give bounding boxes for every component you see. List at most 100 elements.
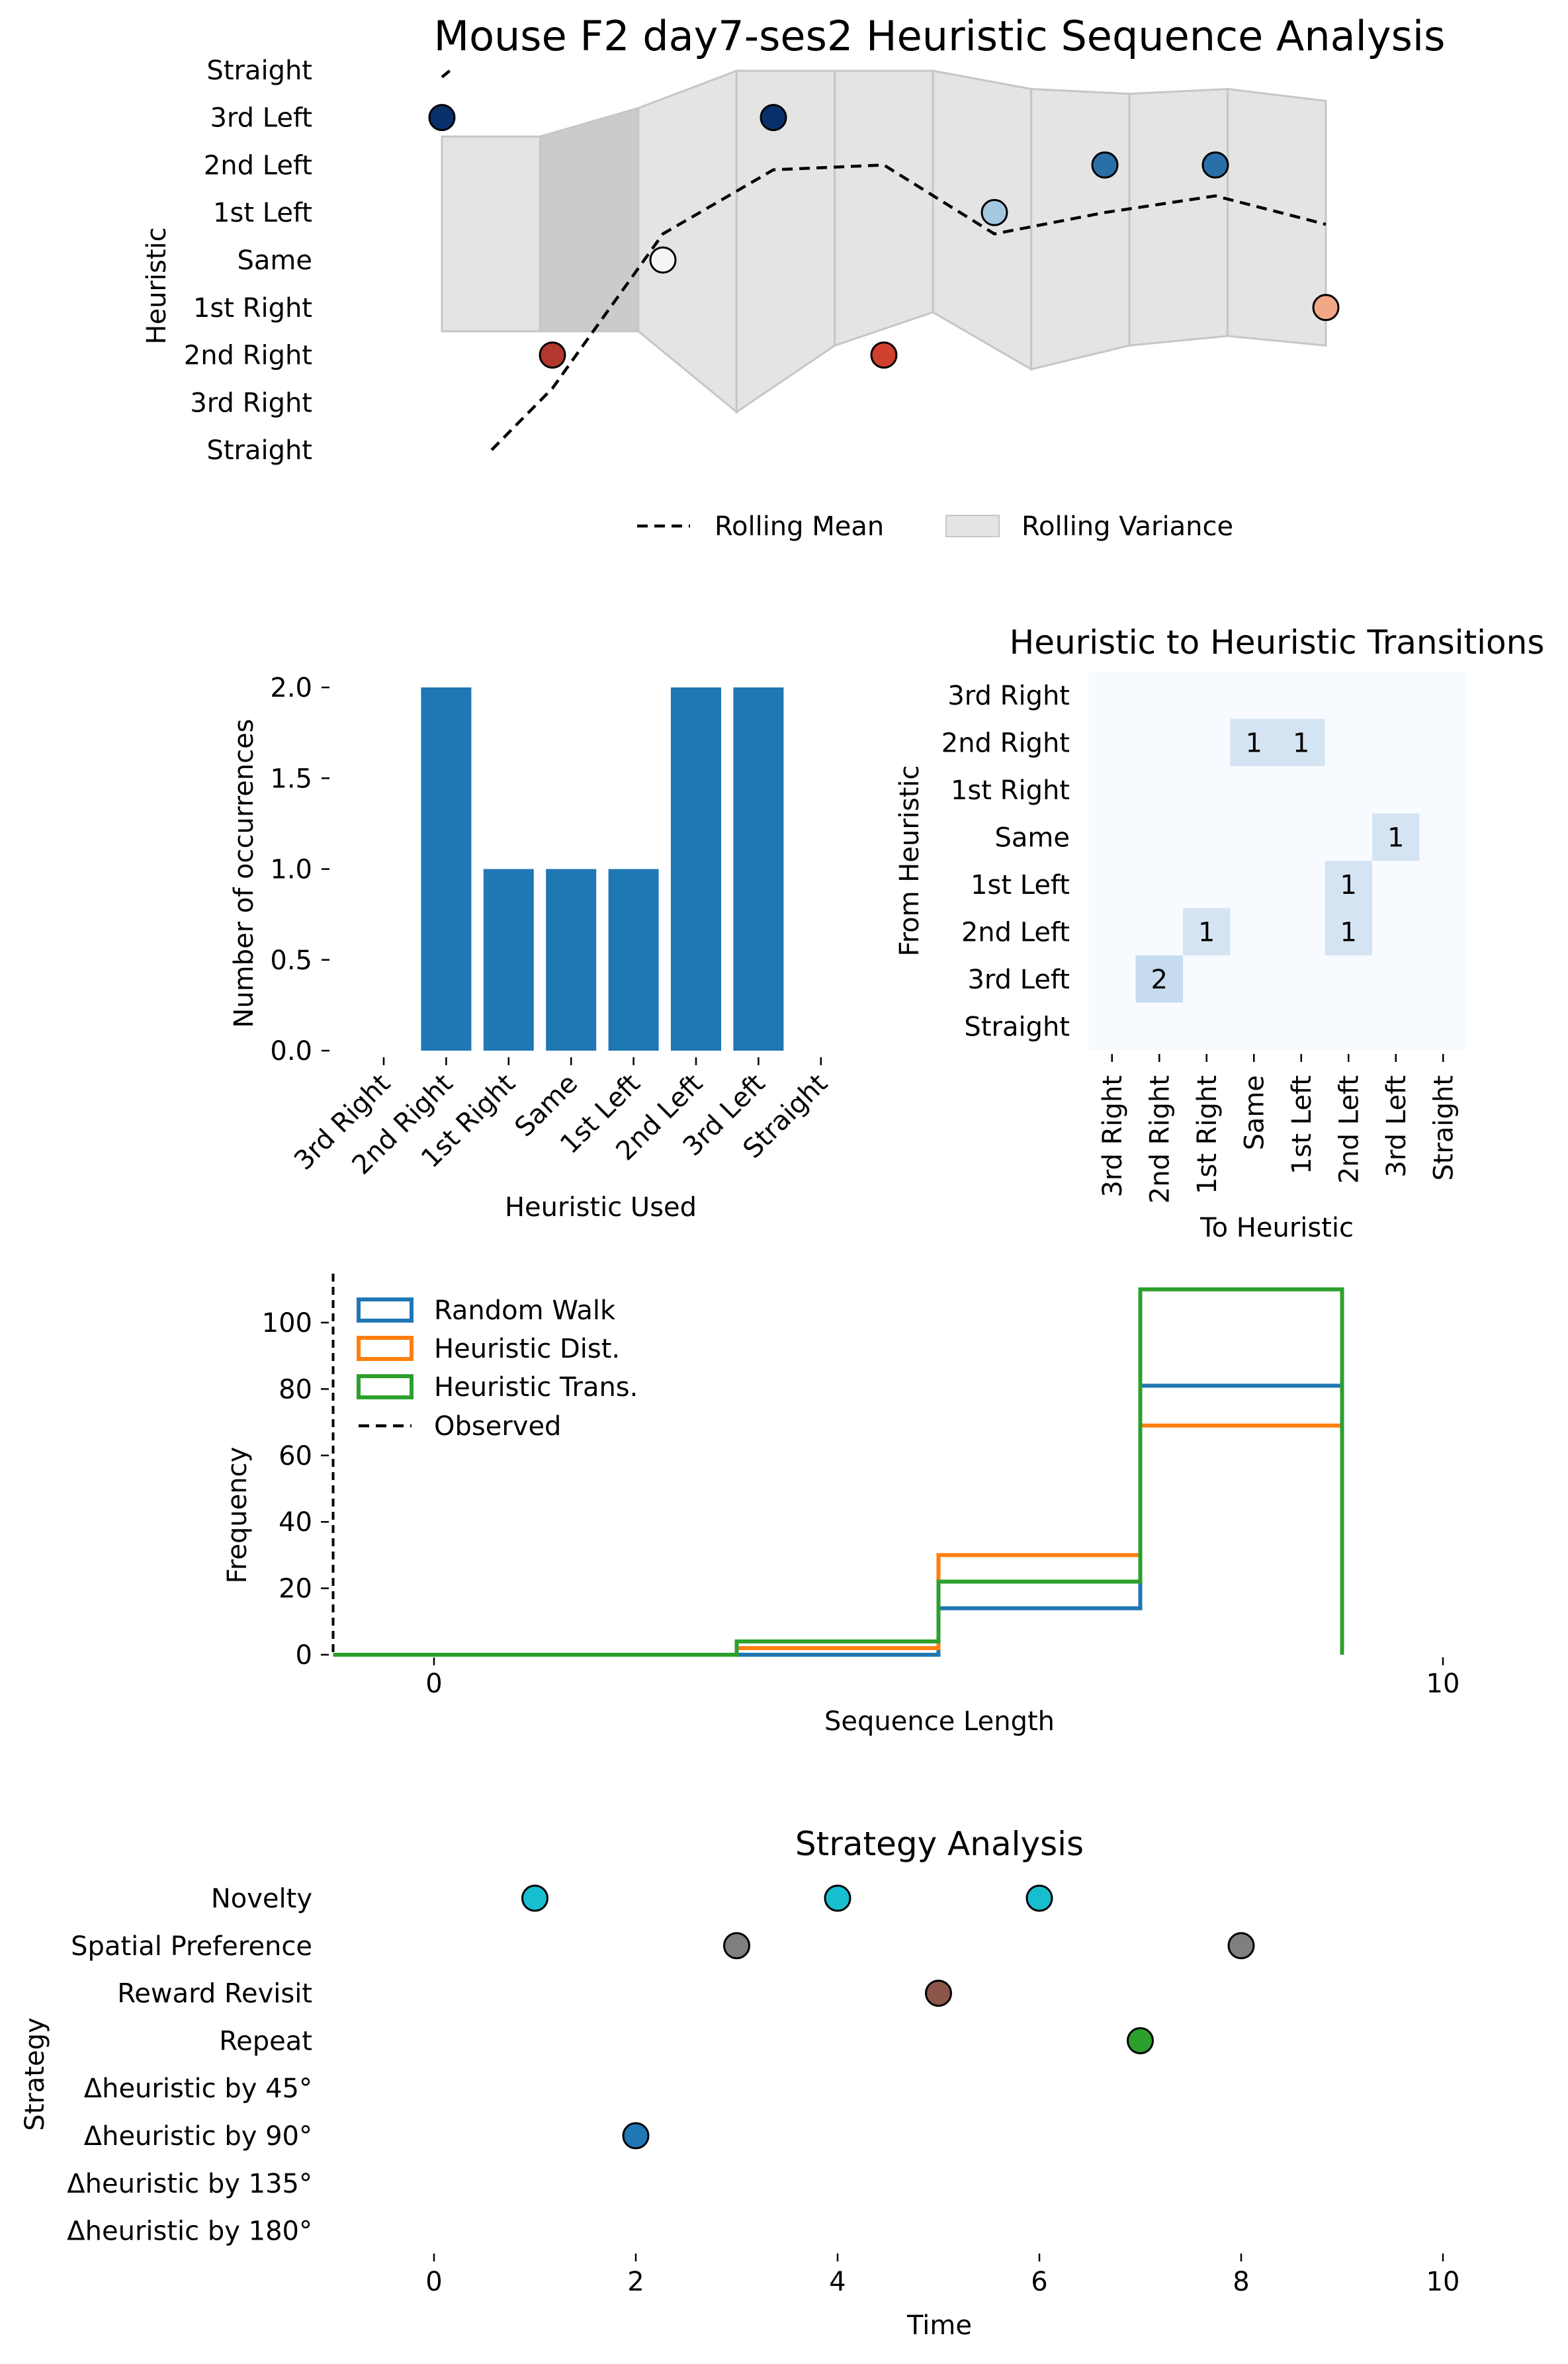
strategy-y-tick: Repeat bbox=[219, 2026, 312, 2056]
heatmap-cell-value: 1 bbox=[1340, 870, 1357, 900]
strategy-point bbox=[1127, 2027, 1154, 2054]
strategy-point bbox=[723, 1932, 750, 1960]
sequence-panel: Straight 3rd Left 2nd Left 1st Left Same 1st … bbox=[142, 56, 1340, 542]
strategy-y-ticks: Novelty Spatial Preference Reward Revisit R… bbox=[67, 1884, 312, 2247]
sequence-point bbox=[428, 104, 456, 132]
rolling-mean-main bbox=[490, 163, 1327, 451]
hist-y-tick-label: 100 bbox=[262, 1308, 312, 1338]
bar-y-ticks: 0.0 0.5 1.0 1.5 2.0 bbox=[270, 673, 329, 1067]
strategy-title: Strategy Analysis bbox=[795, 1825, 1084, 1863]
strategy-y-tick: Novelty bbox=[211, 1884, 312, 1914]
hist-x-label: Sequence Length bbox=[824, 1706, 1055, 1737]
heatmap-cell bbox=[1325, 861, 1372, 908]
strategy-point bbox=[1227, 1932, 1255, 1960]
heatmap-cell bbox=[1325, 908, 1372, 955]
heatmap-col-label: Same bbox=[1239, 1075, 1270, 1150]
sequence-point bbox=[539, 341, 566, 369]
legend-observed-label: Observed bbox=[434, 1411, 561, 1442]
heatmap-col-labels: 3rd Right 2nd Right 1st Right Same 1st Left 2… bbox=[1098, 1054, 1459, 1204]
legend-rolling-variance-swatch bbox=[945, 515, 1000, 537]
strategy-panel: Strategy Analysis Novelty Spatial Prefere… bbox=[20, 1825, 1459, 2341]
sequence-y-tick: 3rd Left bbox=[210, 103, 312, 134]
heatmap-cell-value: 2 bbox=[1151, 965, 1168, 995]
sequence-point bbox=[760, 104, 787, 132]
heatmap-row-label: Same bbox=[995, 822, 1070, 853]
heatmap-cell-value: 1 bbox=[1387, 822, 1404, 853]
sequence-point bbox=[870, 341, 898, 369]
heatmap-row-label: 3rd Left bbox=[967, 965, 1070, 995]
heatmap-row-label: 1st Right bbox=[951, 775, 1070, 806]
strategy-x-tick-label: 2 bbox=[627, 2267, 644, 2297]
heatmap-row-label: 3rd Right bbox=[947, 681, 1070, 711]
heatmap-cell-value: 1 bbox=[1246, 728, 1262, 758]
bar bbox=[546, 869, 597, 1051]
hist-step-1 bbox=[333, 1423, 1344, 1657]
strategy-point bbox=[1025, 1884, 1053, 1912]
sequence-y-ticks: Straight 3rd Left 2nd Left 1st Left Same 1st … bbox=[184, 56, 312, 466]
bar-x-label: Heuristic Used bbox=[505, 1192, 697, 1223]
heatmap-col-label: 2nd Right bbox=[1145, 1075, 1175, 1204]
bar-y-tick-label: 0.0 bbox=[270, 1036, 312, 1067]
heatmap-col-label: 3rd Right bbox=[1098, 1075, 1128, 1198]
hist-y-ticks: 0 20 40 60 80 100 bbox=[262, 1308, 329, 1671]
heatmap-cell bbox=[1230, 719, 1278, 766]
rolling-mean-top bbox=[441, 69, 451, 79]
bar-y-tick-label: 2.0 bbox=[270, 673, 312, 703]
hist-x-tick-label: 0 bbox=[425, 1669, 442, 1699]
hist-x-tick-label: 10 bbox=[1426, 1669, 1460, 1699]
strategy-x-tick-label: 6 bbox=[1031, 2267, 1047, 2297]
variance-band-segment bbox=[637, 69, 738, 414]
heatmap-col-label: Straight bbox=[1428, 1075, 1459, 1181]
sequence-y-tick: Straight bbox=[206, 435, 312, 466]
legend-heuristic-trans-swatch bbox=[357, 1374, 414, 1399]
heatmap-cell bbox=[1372, 813, 1420, 861]
hist-step-0 bbox=[333, 1383, 1344, 1657]
strategy-point bbox=[622, 2122, 650, 2150]
heatmap-cell bbox=[1183, 908, 1231, 955]
hist-y-tick-label: 20 bbox=[279, 1574, 312, 1604]
sequence-length-panel: 0 20 40 60 80 100 0 10 Sequence Length Frequen… bbox=[222, 1274, 1459, 1737]
legend-rolling-variance-label: Rolling Variance bbox=[1022, 511, 1233, 542]
strategy-y-tick: Δheuristic by 90° bbox=[84, 2121, 312, 2152]
figure-title: Mouse F2 day7-ses2 Heuristic Sequence An… bbox=[434, 12, 1446, 60]
heatmap-cell bbox=[1135, 955, 1183, 1003]
sequence-point bbox=[980, 198, 1008, 226]
bar bbox=[733, 687, 784, 1051]
sequence-y-tick: Same bbox=[238, 245, 312, 276]
bar bbox=[483, 869, 534, 1051]
sequence-legend: Rolling Mean Rolling Variance bbox=[637, 511, 1233, 542]
legend-heuristic-dist-swatch bbox=[357, 1336, 414, 1361]
histogram-steps bbox=[331, 1274, 1344, 1657]
hist-x-ticks: 0 10 bbox=[425, 1657, 1459, 1699]
strategy-y-label: Strategy bbox=[20, 2017, 50, 2130]
sequence-y-tick: 1st Right bbox=[193, 293, 312, 324]
variance-band-segment bbox=[1030, 87, 1131, 371]
strategy-x-tick-label: 10 bbox=[1426, 2267, 1460, 2297]
strategy-y-tick: Δheuristic by 180° bbox=[67, 2216, 312, 2247]
bar-y-tick-label: 0.5 bbox=[270, 945, 312, 976]
transition-heatmap-panel: Heuristic to Heuristic Transitions 1 1111… bbox=[894, 623, 1544, 1243]
hist-y-label: Frequency bbox=[222, 1447, 253, 1584]
sequence-points bbox=[428, 104, 1340, 369]
heatmap-col-label: 1st Left bbox=[1287, 1075, 1317, 1174]
bar bbox=[608, 869, 659, 1051]
strategy-x-tick-label: 8 bbox=[1233, 2267, 1249, 2297]
legend-random-walk-label: Random Walk bbox=[434, 1295, 616, 1326]
variance-band-segment bbox=[1128, 87, 1229, 347]
variance-band-segment bbox=[932, 69, 1033, 371]
heatmap-cell-value: 1 bbox=[1293, 728, 1309, 758]
heatmap-cell-value: 1 bbox=[1198, 917, 1215, 947]
heatmap-col-label: 1st Right bbox=[1192, 1075, 1223, 1194]
strategy-y-tick: Δheuristic by 135° bbox=[67, 2169, 312, 2199]
heatmap-row-label: 1st Left bbox=[971, 870, 1070, 900]
hist-y-tick-label: 80 bbox=[279, 1374, 312, 1405]
hist-y-tick-label: 40 bbox=[279, 1507, 312, 1538]
sequence-y-tick: 1st Left bbox=[213, 198, 312, 228]
variance-band-segment bbox=[834, 69, 934, 347]
bar bbox=[421, 687, 472, 1051]
sequence-y-tick: Straight bbox=[206, 56, 312, 86]
heatmap-row-labels: 3rd Right 2nd Right 1st Right Same 1st Left 2… bbox=[941, 681, 1070, 1043]
sequence-y-tick: 2nd Left bbox=[204, 150, 312, 181]
